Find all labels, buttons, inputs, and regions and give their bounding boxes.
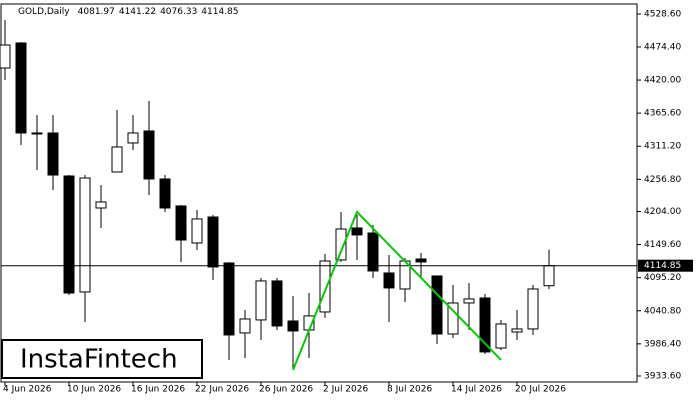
header-high: 4141.22 <box>119 7 156 17</box>
header-low: 4076.33 <box>160 7 197 17</box>
candle-body <box>191 218 203 244</box>
chart-header: GOLD,Daily 4081.97 4141.22 4076.33 4114.85 <box>18 7 239 17</box>
candle-body <box>255 280 267 321</box>
candle-body <box>527 288 539 330</box>
y-tick-label: 4365.60 <box>644 109 681 119</box>
candle-body <box>63 175 75 294</box>
candle-body <box>495 323 507 349</box>
candle-body <box>431 275 443 335</box>
candle-body <box>0 44 11 69</box>
candle-body <box>47 132 59 176</box>
candle-body <box>447 302 459 335</box>
x-tick-label: 4 Jun 2026 <box>3 385 52 395</box>
price-label: 4114.85 <box>644 261 681 271</box>
price-label-bg <box>638 259 693 272</box>
y-tick-label: 4528.60 <box>644 9 681 19</box>
candle-body <box>415 258 427 263</box>
y-tick-label: 4040.80 <box>644 306 681 316</box>
candle-body <box>159 178 171 209</box>
candle-body <box>175 205 187 241</box>
x-tick-label: 16 Jun 2026 <box>131 385 185 395</box>
candle-body <box>367 232 379 272</box>
y-tick-label: 3933.60 <box>644 371 681 381</box>
x-tick-label: 20 Jul 2026 <box>515 385 566 395</box>
candle-body <box>511 328 523 333</box>
y-tick-label: 4095.20 <box>644 273 681 283</box>
candle-body <box>95 201 107 209</box>
y-tick-label: 3986.40 <box>644 339 681 349</box>
candle-body <box>271 280 283 327</box>
x-tick-label: 14 Jul 2026 <box>451 385 502 395</box>
y-tick-label: 4311.20 <box>644 142 681 152</box>
symbol: GOLD,Daily <box>18 7 70 17</box>
y-tick-label: 4474.40 <box>644 42 681 52</box>
candle-body <box>207 216 219 268</box>
plot-frame <box>0 3 638 383</box>
candle-body <box>351 227 363 236</box>
candle-body <box>463 298 475 304</box>
header-open: 4081.97 <box>78 7 115 17</box>
logo-box <box>1 339 203 379</box>
candle-body <box>31 132 43 135</box>
y-tick-label: 4256.80 <box>644 175 681 185</box>
candle-body <box>223 262 235 336</box>
candle-body <box>15 42 27 134</box>
candle-body <box>543 265 555 287</box>
x-tick-label: 22 Jun 2026 <box>195 385 249 395</box>
x-tick-label: 26 Jun 2026 <box>259 385 313 395</box>
candle-body <box>319 260 331 313</box>
candle-body <box>79 177 91 293</box>
candle-body <box>335 228 347 261</box>
y-tick-label: 4420.00 <box>644 76 681 86</box>
candle-body <box>479 297 491 353</box>
x-tick-label: 8 Jul 2026 <box>387 385 432 395</box>
y-tick-label: 4149.60 <box>644 240 681 250</box>
x-tick-label: 2 Jul 2026 <box>323 385 368 395</box>
candle-body <box>383 272 395 289</box>
candle-body <box>287 320 299 332</box>
logo: InstaFintech <box>20 345 178 375</box>
y-tick-label: 4204.00 <box>644 207 681 217</box>
candle-body <box>127 132 139 144</box>
x-tick-label: 10 Jun 2026 <box>67 385 121 395</box>
pattern-line <box>292 210 502 371</box>
candle-body <box>239 318 251 334</box>
candle-body <box>143 130 155 180</box>
candle-body <box>111 146 123 173</box>
header-close: 4114.85 <box>201 7 238 17</box>
